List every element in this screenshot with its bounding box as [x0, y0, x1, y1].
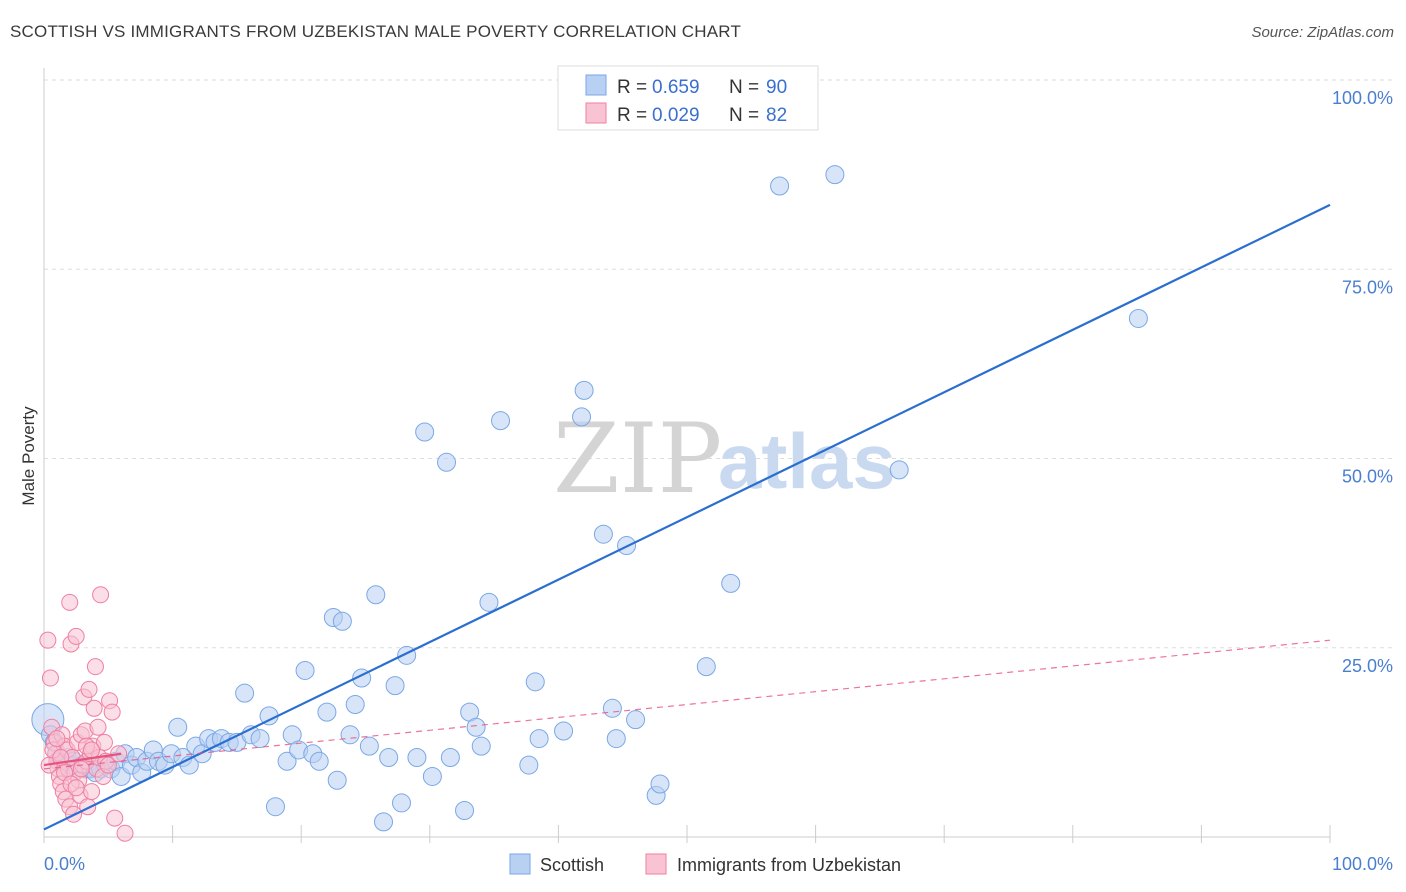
scottish-point [359, 736, 379, 756]
legend-r-label-2: R = [617, 105, 647, 126]
uzbek-point [41, 669, 59, 687]
scottish-points [31, 165, 1148, 832]
uzbek-point [99, 756, 117, 774]
uzbek-point [48, 730, 66, 748]
scottish-point [525, 672, 545, 692]
y-axis-title: Male Poverty [19, 406, 38, 506]
scottish-point [327, 770, 347, 790]
scottish-point [572, 407, 592, 427]
scottish-point [574, 380, 594, 400]
scottish-point [602, 698, 622, 718]
uzbek-point [103, 703, 121, 721]
grid-lines [44, 79, 1393, 649]
scottish-point [606, 729, 626, 749]
scottish-point [650, 774, 670, 794]
uzbek-point [67, 779, 85, 797]
scottish-point [407, 748, 427, 768]
y-tick-label: 75.0% [1342, 277, 1393, 297]
uzbek-point [72, 760, 90, 778]
regression-lines [43, 203, 1331, 831]
scottish-point [415, 422, 435, 442]
x-tick-label-max: 100.0% [1332, 854, 1393, 874]
scottish-point [1128, 308, 1148, 328]
uzbek-point [83, 741, 101, 759]
legend-n-label-1: N = [729, 77, 759, 98]
scottish-point [379, 748, 399, 768]
scottish-point [471, 736, 491, 756]
uzbek-point [80, 680, 98, 698]
scottish-point [440, 748, 460, 768]
scottish-point [529, 729, 549, 749]
y-tick-labels: 100.0% 75.0% 50.0% 25.0% [1332, 88, 1393, 676]
legend-r-value-2: 0.029 [652, 105, 700, 126]
legend-n-label-2: N = [729, 105, 759, 126]
scottish-point [277, 751, 297, 771]
uzbek-point [106, 809, 124, 827]
scottish-point [168, 717, 188, 737]
bottom-legend-label-scottish: Scottish [540, 855, 604, 875]
scottish-point [593, 524, 613, 544]
scottish-point [332, 611, 352, 631]
source-credit: Source: ZipAtlas.com [1251, 24, 1394, 41]
chart-title: SCOTTISH VS IMMIGRANTS FROM UZBEKISTAN M… [10, 22, 742, 41]
scottish-point [366, 585, 386, 605]
scottish-point [265, 797, 285, 817]
uzbek-point [95, 733, 113, 751]
uzbek-point [83, 783, 101, 801]
scottish-point [422, 766, 442, 786]
uzbek-point [86, 658, 104, 676]
uzbek-point [67, 627, 85, 645]
bottom-legend: Scottish Immigrants from Uzbekistan [509, 853, 901, 875]
scottish-point [455, 801, 475, 821]
uzbek-points [39, 586, 134, 842]
legend-n-value-1: 90 [766, 77, 787, 98]
scottish-regression-line [43, 203, 1331, 831]
scottish-point [696, 657, 716, 677]
legend-box: R = 0.659 N = 90 R = 0.029 N = 82 [557, 65, 819, 131]
x-tick-label-min: 0.0% [44, 854, 85, 874]
scottish-point [340, 725, 360, 745]
bottom-legend-label-uzbek: Immigrants from Uzbekistan [677, 855, 901, 875]
bottom-legend-swatch-uzbek [645, 853, 667, 875]
scottish-point [437, 452, 457, 472]
legend-swatch-uzbek [585, 102, 607, 124]
scottish-point [626, 710, 646, 730]
uzbek-point [61, 593, 79, 611]
scottish-point [345, 695, 365, 715]
uzbek-point [79, 798, 97, 816]
y-tick-label: 25.0% [1342, 656, 1393, 676]
watermark-atlas: atlas [718, 417, 896, 505]
scottish-point [309, 751, 329, 771]
legend-r-value-1: 0.659 [652, 77, 700, 98]
scottish-point [317, 702, 337, 722]
scottish-point [825, 165, 845, 185]
uzbek-point [92, 586, 110, 604]
y-tick-label: 50.0% [1342, 467, 1393, 487]
uzbek-point [39, 631, 57, 649]
uzbek-point [85, 699, 103, 717]
scottish-point [466, 717, 486, 737]
scottish-point [519, 755, 539, 775]
uzbek-point [89, 718, 107, 736]
bottom-legend-swatch-scottish [509, 853, 531, 875]
scottish-point [295, 660, 315, 680]
scottish-point [250, 729, 270, 749]
scottish-point [889, 460, 909, 480]
scottish-point [374, 812, 394, 832]
scottish-point [491, 411, 511, 431]
scottish-point [235, 683, 255, 703]
legend-r-label-1: R = [617, 77, 647, 98]
scottish-point [385, 676, 405, 696]
scottish-point [770, 176, 790, 196]
uzbek-point [116, 824, 134, 842]
legend-n-value-2: 82 [766, 105, 787, 126]
scottish-point [554, 721, 574, 741]
scottish-point [479, 592, 499, 612]
scottish-point [392, 793, 412, 813]
legend-swatch-scottish [585, 74, 607, 96]
uzbek-regression-line-solid [43, 752, 122, 767]
y-tick-label: 100.0% [1332, 88, 1393, 108]
scottish-point [721, 573, 741, 593]
